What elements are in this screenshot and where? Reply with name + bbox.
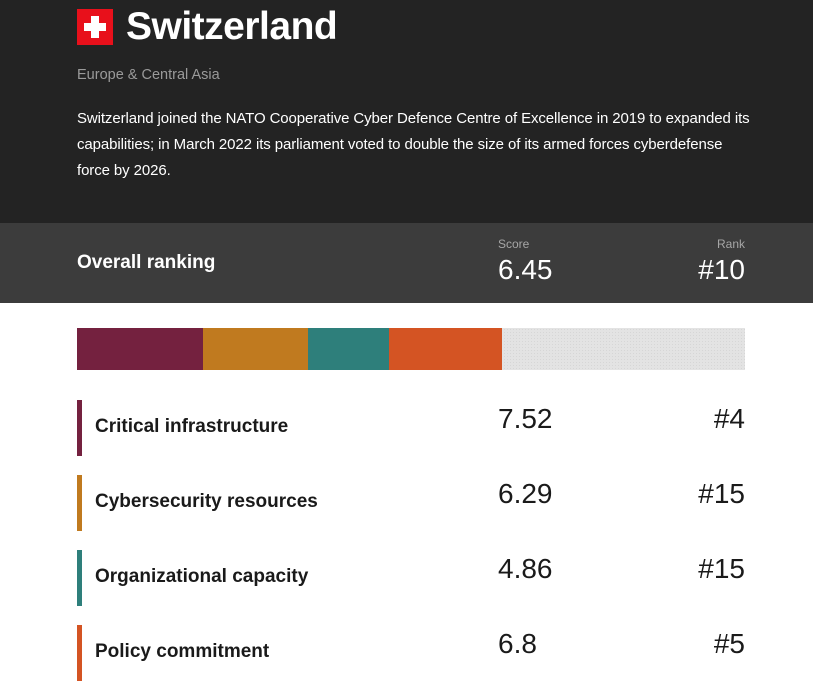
bar-segment-1 — [202, 328, 308, 370]
category-score: 6.29 — [498, 478, 553, 509]
bar-segment-3 — [388, 328, 503, 370]
category-name: Policy commitment — [95, 641, 270, 662]
overall-rank: #10 — [698, 254, 745, 285]
stacked-score-bar — [77, 328, 745, 370]
bar-segment-2 — [307, 328, 389, 370]
overall-score: 6.45 — [498, 254, 553, 285]
category-critical-infrastructure: Critical infrastructure 7.52 #4 — [77, 400, 745, 456]
category-color-stripe — [77, 475, 82, 531]
bar-segment-0 — [77, 328, 203, 370]
category-color-stripe — [77, 625, 82, 681]
category-rank: #4 — [713, 403, 745, 434]
swiss-flag-icon — [77, 9, 113, 45]
category-cybersecurity-resources: Cybersecurity resources 6.29 #15 — [77, 475, 745, 531]
country-description: Switzerland joined the NATO Cooperative … — [77, 110, 750, 179]
category-rank: #5 — [713, 628, 745, 659]
category-rank: #15 — [698, 478, 745, 509]
category-policy-commitment: Policy commitment 6.8 #5 — [77, 625, 745, 681]
category-name: Organizational capacity — [95, 566, 309, 587]
overall-ranking-label: Overall ranking — [77, 252, 216, 273]
category-score: 7.52 — [498, 403, 553, 434]
category-color-stripe — [77, 400, 82, 456]
category-name: Cybersecurity resources — [95, 491, 318, 512]
category-score: 4.86 — [498, 553, 553, 584]
country-header: Switzerland Europe & Central Asia Switze… — [0, 0, 813, 223]
category-score: 6.8 — [498, 628, 537, 659]
category-name: Critical infrastructure — [95, 416, 289, 437]
score-header: Score — [498, 237, 530, 251]
region-label: Europe & Central Asia — [77, 67, 220, 83]
overall-ranking-row: Overall ranking Score 6.45 Rank #10 — [0, 223, 813, 303]
category-rank: #15 — [698, 553, 745, 584]
rank-header: Rank — [716, 237, 745, 251]
category-color-stripe — [77, 550, 82, 606]
country-title: Switzerland — [126, 5, 338, 48]
category-organizational-capacity: Organizational capacity 4.86 #15 — [77, 550, 745, 606]
